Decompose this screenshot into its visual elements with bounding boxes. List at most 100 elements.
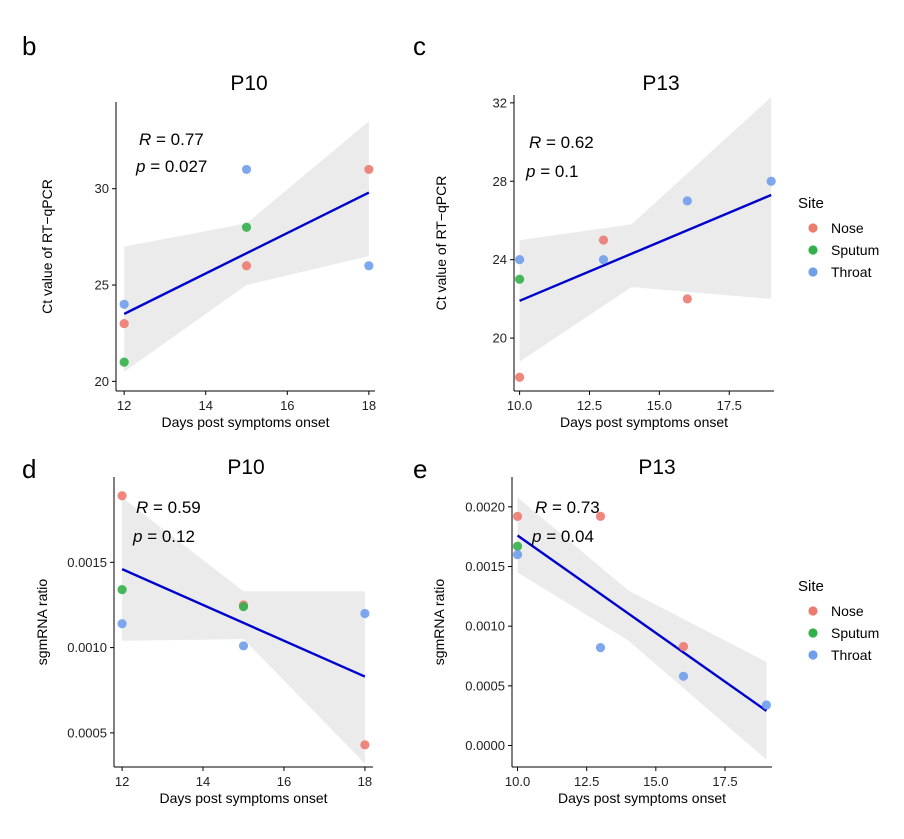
legend-title: Site [798,578,824,595]
legend-label-sputum: Sputum [831,242,879,258]
p-value-annotation: p = 0.027 [135,157,207,176]
x-tick-label: 18 [362,398,376,413]
legend-label-nose: Nose [831,603,864,619]
x-tick-label: 17.5 [717,398,742,413]
x-tick-label: 15.0 [643,774,668,789]
legend-swatch-nose [808,606,818,616]
p-value-annotation: p = 0.04 [531,527,594,546]
r-value-annotation: R = 0.77 [139,130,204,149]
data-point-throat [595,643,606,653]
panel-letter-b: b [22,31,36,61]
panel-title-d: P10 [227,456,264,479]
panel-letter-e: e [413,454,427,484]
y-tick-label: 30 [95,181,109,196]
x-tick-label: 16 [280,398,294,413]
x-axis-title: Days post symptoms onset [161,414,329,430]
x-tick-label: 17.5 [712,774,737,789]
r-value-annotation: R = 0.73 [535,498,600,517]
data-point-throat [238,641,249,651]
data-point-sputum [117,584,127,595]
y-tick-label: 0.0010 [67,640,107,655]
data-point-throat [360,608,370,619]
data-point-sputum [512,541,523,551]
panel-title-e: P13 [638,456,675,479]
data-point-nose [514,372,525,382]
panel-d: d P10 12 14 16 18 0.0005 0.0010 0.0015 Days post … [22,454,373,806]
legend-label-throat: Throat [831,647,872,663]
data-point-throat [678,671,689,681]
x-tick-label: 10.0 [505,774,530,789]
y-axis-title: Ct value of RT−qPCR [39,179,55,314]
data-point-nose [678,641,689,652]
y-tick-label: 25 [95,278,109,293]
y-tick-label: 0.0010 [465,619,505,634]
data-point-nose [119,318,129,329]
r-value-annotation: R = 0.59 [136,498,201,517]
data-point-nose [682,294,692,304]
data-point-sputum [238,602,249,612]
y-tick-label: 0.0000 [465,738,505,753]
legend-swatch-sputum [808,628,818,638]
y-tick-label: 20 [493,331,507,346]
y-tick-label: 28 [493,174,507,189]
data-point-throat [598,255,609,265]
x-tick-label: 12.5 [574,774,599,789]
legend-label-nose: Nose [831,220,864,236]
y-axis-title: sgmRNA ratio [431,579,447,666]
data-point-nose [595,511,606,521]
data-point-throat [514,255,525,265]
x-tick-label: 15.0 [647,398,672,413]
panel-letter-d: d [22,454,36,484]
data-point-sputum [119,357,129,367]
data-point-throat [682,196,692,206]
confidence-band [517,497,767,760]
data-point-throat [241,164,252,175]
y-axis-title: sgmRNA ratio [34,579,50,666]
data-point-nose [117,491,127,501]
data-point-nose [241,261,252,271]
x-tick-label: 16 [277,774,291,789]
r-value-annotation: R = 0.62 [529,133,594,152]
y-tick-label: 0.0005 [465,678,505,693]
data-point-nose [512,511,523,521]
confidence-band [519,97,772,362]
data-point-throat [364,261,374,271]
confidence-band [122,497,365,764]
x-axis-title: Days post symptoms onset [558,790,726,806]
confidence-band [124,121,369,372]
legend-swatch-sputum [808,245,818,255]
x-tick-label: 14 [198,398,212,413]
data-point-throat [119,299,129,309]
p-value-annotation: p = 0.12 [132,527,195,546]
x-tick-label: 12 [115,774,129,789]
legend-label-throat: Throat [831,264,872,280]
legend-top: Site Nose Sputum Throat [798,195,879,280]
panel-e: e P13 10.0 12.5 15.0 17.5 0.0000 0.0005 0.0010 0.… [413,454,772,806]
panel-c: c P13 10.0 12.5 15.0 17.5 20 24 28 32 Days post sy… [413,31,776,430]
x-tick-label: 10.0 [507,398,532,413]
data-point-nose [364,164,374,175]
p-value-annotation: p = 0.1 [525,162,578,181]
legend-title: Site [798,195,824,212]
regression-line [123,191,370,316]
data-point-throat [512,549,523,560]
legend-label-sputum: Sputum [831,625,879,641]
data-point-nose [598,235,609,245]
panel-letter-c: c [413,31,426,61]
y-tick-label: 0.0015 [67,555,107,570]
panel-title-b: P10 [230,72,267,95]
data-point-sputum [241,222,252,232]
x-tick-label: 12 [117,398,131,413]
data-point-nose [360,740,370,750]
x-tick-label: 14 [196,774,210,789]
y-axis-title: Ct value of RT−qPCR [433,176,449,311]
x-tick-label: 12.5 [577,398,602,413]
y-tick-label: 0.0015 [465,559,505,574]
y-tick-label: 20 [95,374,109,389]
legend-swatch-throat [808,650,818,660]
data-point-sputum [514,274,525,284]
x-axis-title: Days post symptoms onset [159,790,327,806]
regression-line [519,193,772,302]
y-tick-label: 0.0005 [67,725,107,740]
